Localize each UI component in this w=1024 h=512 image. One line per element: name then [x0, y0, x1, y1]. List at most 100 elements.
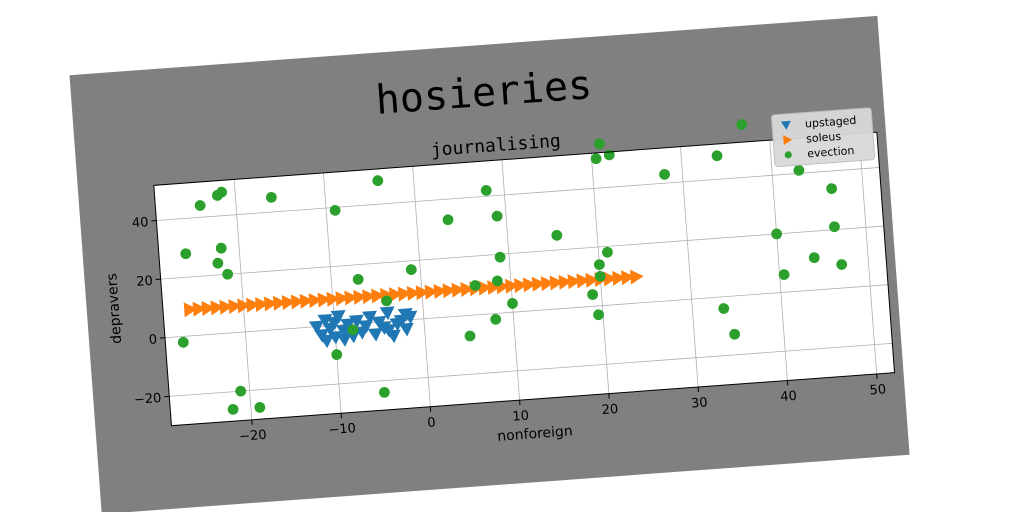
soleus-marker — [308, 293, 323, 309]
soleus-marker — [522, 277, 537, 293]
soleus-marker — [531, 276, 546, 292]
soleus-marker — [353, 289, 367, 305]
soleus-marker — [326, 291, 341, 307]
x-grid-line — [858, 133, 878, 374]
soleus-marker — [576, 273, 591, 289]
axis-ticks: −20 −10 0 10 20 30 40 50 −20 0 20 40 — [131, 215, 887, 445]
soleus-marker — [415, 285, 430, 301]
evection-marker — [593, 259, 605, 271]
soleus-marker — [612, 270, 626, 286]
soleus-marker — [317, 292, 332, 308]
upstaged-marker — [317, 313, 333, 328]
soleus-marker — [549, 275, 564, 291]
evection-marker — [442, 214, 454, 226]
evection-marker — [405, 264, 417, 275]
legend-label-upstaged: upstaged — [805, 114, 857, 131]
upstaged-marker — [336, 333, 352, 347]
x-tick-label: 10 — [512, 409, 530, 425]
soleus-marker — [362, 289, 376, 305]
evection-marker — [718, 303, 730, 314]
evection-marker — [590, 153, 602, 165]
legend-marker-evection — [784, 151, 792, 159]
evection-marker — [659, 168, 670, 180]
evection-marker — [711, 150, 723, 162]
evection-marker — [329, 204, 341, 216]
x-tick-label: 30 — [691, 395, 709, 411]
evection-marker — [826, 183, 838, 195]
soleus-marker — [299, 293, 314, 309]
y-tick-label: 40 — [131, 215, 149, 231]
axes-frame — [153, 131, 896, 427]
evection-marker — [729, 328, 741, 340]
soleus-marker — [567, 274, 582, 290]
upstaged-marker — [318, 334, 334, 349]
x-tick-label: −20 — [239, 428, 267, 445]
upstaged-marker — [398, 322, 414, 337]
evection-marker — [352, 273, 364, 285]
x-tick-label: −10 — [328, 421, 356, 438]
upstaged-marker — [367, 327, 383, 342]
evection-marker — [829, 221, 840, 233]
evection-marker — [372, 175, 384, 187]
y-grid-line — [169, 342, 893, 397]
evection-marker — [222, 268, 234, 280]
evection-marker — [778, 269, 790, 281]
upstaged-marker — [380, 324, 396, 338]
evection-marker — [490, 313, 502, 325]
soleus-marker — [371, 288, 385, 304]
evection-marker — [594, 270, 606, 282]
x-grid-line — [680, 146, 699, 388]
evection-marker — [464, 330, 476, 342]
evection-marker — [480, 185, 492, 196]
soleus-marker — [505, 278, 519, 294]
evection-marker — [347, 324, 359, 336]
y-grid-line — [160, 225, 884, 280]
soleus-marker — [192, 301, 207, 317]
upstaged-marker — [358, 319, 374, 334]
evection-marker — [177, 336, 189, 348]
soleus-marker — [630, 269, 644, 285]
x-tick-label: 50 — [869, 382, 887, 398]
x-tick-label: 0 — [427, 415, 436, 431]
soleus-marker — [210, 300, 225, 316]
soleus-marker — [237, 298, 251, 314]
x-grid-line — [412, 166, 431, 407]
soleus-marker — [228, 299, 242, 315]
evection-marker — [235, 385, 247, 397]
soleus-marker — [183, 302, 198, 318]
evection-marker — [587, 289, 599, 300]
evection-marker — [491, 210, 503, 222]
x-grid-line — [769, 140, 788, 381]
soleus-marker — [201, 301, 216, 317]
x-tick-label: 20 — [601, 402, 619, 418]
soleus-marker — [442, 283, 457, 299]
x-grid-line — [323, 172, 342, 414]
evection-marker — [491, 275, 503, 287]
soleus-marker — [219, 299, 234, 315]
legend-frame — [771, 107, 876, 168]
series-evection — [177, 119, 848, 415]
soleus-marker — [478, 280, 492, 296]
y-tick-label: −20 — [134, 391, 162, 408]
soleus-marker — [540, 276, 555, 292]
soleus-marker — [424, 284, 439, 300]
evection-marker — [378, 386, 390, 398]
evection-marker — [331, 349, 343, 361]
soleus-marker — [281, 295, 296, 311]
evection-marker — [793, 164, 805, 176]
plot-marks — [177, 119, 848, 415]
evection-marker — [736, 119, 748, 130]
evection-marker — [212, 257, 224, 269]
soleus-marker — [272, 295, 287, 311]
soleus-marker — [433, 284, 448, 299]
evection-marker — [180, 248, 192, 260]
y-grid-line — [156, 167, 880, 221]
legend-marker-upstaged — [780, 120, 791, 130]
soleus-marker — [335, 291, 350, 307]
evection-marker — [602, 246, 613, 258]
soleus-marker — [406, 285, 421, 301]
soleus-marker — [388, 287, 403, 303]
soleus-marker — [451, 282, 466, 298]
soleus-marker — [603, 271, 617, 287]
